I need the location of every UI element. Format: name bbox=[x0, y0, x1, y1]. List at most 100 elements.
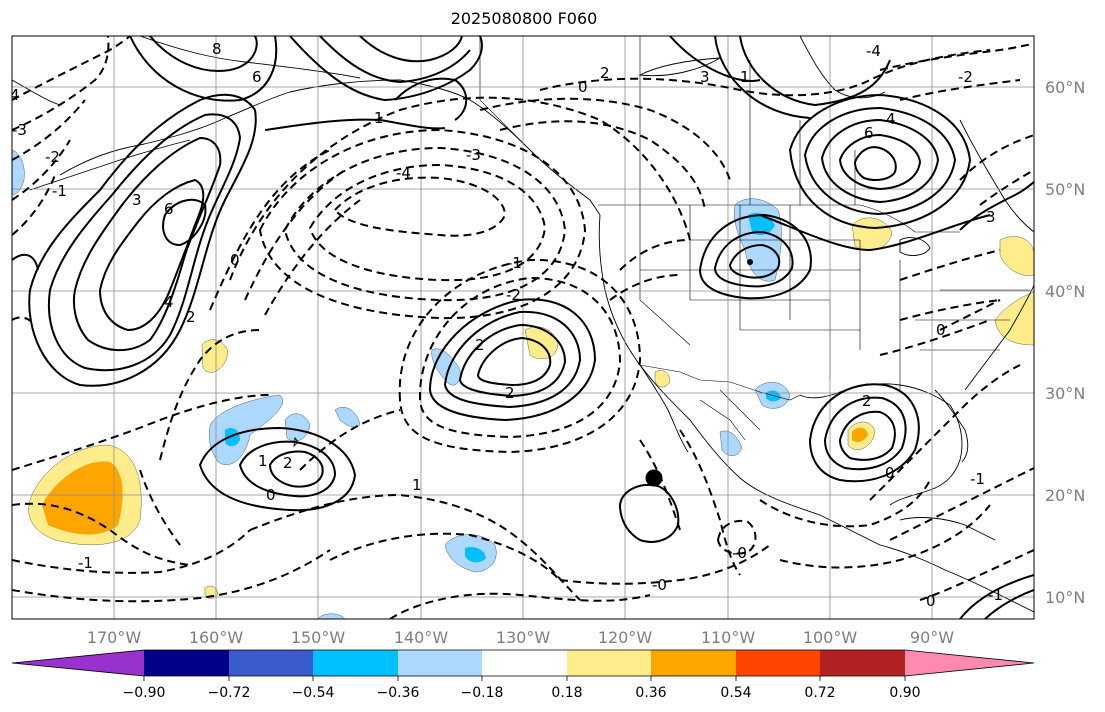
colorbar-segment bbox=[567, 650, 651, 676]
storm-center-marker bbox=[645, 469, 663, 487]
contour-label: -1 bbox=[78, 554, 93, 572]
contour-neg-ring-ca bbox=[398, 258, 642, 454]
contour-label: 1 bbox=[412, 476, 422, 494]
contour-label: -4 bbox=[396, 164, 411, 182]
contour-pos-north-hudson bbox=[739, 36, 891, 107]
contour-neg-mexico-ring bbox=[716, 520, 757, 555]
colorbar-tick: −0.18 bbox=[461, 685, 504, 701]
contour-label: 3 bbox=[986, 208, 996, 226]
colorbar-segment bbox=[313, 650, 398, 676]
contour-neg-east-1 bbox=[959, 134, 1034, 181]
contour-neg-pac-mid-2 bbox=[299, 409, 401, 471]
contour-pos-high-ca-4 bbox=[476, 336, 552, 387]
colorbar-segment bbox=[482, 650, 567, 676]
colorbar-tick: 0.72 bbox=[804, 685, 835, 701]
lat-label: 30°N bbox=[1045, 384, 1085, 403]
lon-label: 90°W bbox=[910, 628, 954, 647]
contour-label: 4 bbox=[886, 110, 896, 128]
contour-neg-north-5 bbox=[899, 79, 1021, 101]
contour-neg-gulf-alaska-4 bbox=[333, 176, 507, 237]
contour-label: -4 bbox=[866, 42, 881, 60]
border-states-3 bbox=[915, 289, 1030, 351]
contour-pos-hudson-1 bbox=[788, 93, 972, 230]
shade-negative-hawaii-core bbox=[225, 428, 240, 447]
colorbar-segment bbox=[398, 650, 482, 676]
contour-pos-high-ca-3 bbox=[458, 323, 567, 398]
contour-labels: 8 6 4 3 2 1 0 -1 -2 -3 -4 6 4 2 2 2 1 0 … bbox=[12, 40, 1003, 610]
lon-label: 140°W bbox=[394, 628, 449, 647]
contour-pos-hudson-3 bbox=[820, 118, 940, 204]
contour-pos-rockies-low-2 bbox=[713, 230, 794, 288]
contour-label: 3 bbox=[132, 191, 142, 209]
contour-neg-north-2 bbox=[479, 97, 731, 181]
coast-baja bbox=[639, 364, 689, 453]
contour-neg-caribbean-2 bbox=[889, 467, 1034, 541]
contour-pos-kam bbox=[264, 118, 446, 131]
contour-pos-alaska-8 bbox=[149, 36, 258, 72]
shaded-anomalies bbox=[12, 149, 1034, 619]
contour-neg-arc-1 bbox=[229, 96, 691, 281]
contour-neg-ring-ca-2 bbox=[418, 276, 622, 439]
contour-neg-west-small bbox=[12, 316, 35, 326]
contour-pos-west-1 bbox=[28, 93, 257, 387]
contour-neg-west-alaska-4 bbox=[12, 139, 71, 201]
shade-positive-gulf-core bbox=[852, 427, 868, 442]
coast-gulf-of-mexico bbox=[799, 383, 963, 506]
contour-pos-hawaii-3 bbox=[268, 450, 324, 488]
contour-label: -0 bbox=[652, 576, 667, 594]
contour-label: 6 bbox=[252, 68, 262, 86]
shade-negative-hawaii3 bbox=[334, 406, 361, 428]
contour-pos-high-ca-1 bbox=[428, 298, 597, 422]
shade-positive-baja bbox=[654, 370, 671, 388]
contour-neg-caribbean-1 bbox=[869, 364, 1021, 501]
shade-positive-160w bbox=[201, 339, 229, 373]
contour-neg-ne-1 bbox=[939, 299, 1001, 331]
contour-label: -1 bbox=[52, 182, 67, 200]
contour-neg-mexico-3 bbox=[759, 479, 931, 528]
lat-label: 40°N bbox=[1045, 282, 1085, 301]
contour-pos-north-hudson-2 bbox=[714, 36, 811, 119]
contour-label: 0 bbox=[885, 464, 895, 482]
contour-label: -1 bbox=[970, 470, 985, 488]
contour-neg-west-alaska-2 bbox=[12, 36, 110, 131]
shade-negative-hawaii2 bbox=[284, 413, 311, 442]
contour-pos-west-4 bbox=[98, 178, 205, 332]
colorbar-segment bbox=[736, 650, 820, 676]
contour-neg-sw-2 bbox=[12, 502, 191, 566]
contour-neg-south-4 bbox=[559, 544, 771, 585]
contour-label: 2 bbox=[505, 384, 515, 402]
contour-neg-north-3 bbox=[499, 120, 706, 211]
contour-neg-gulf-alaska-2 bbox=[283, 146, 567, 302]
contour-label: 4 bbox=[164, 293, 174, 311]
coast-great-lakes bbox=[899, 237, 931, 256]
border-us-mexico bbox=[639, 364, 801, 401]
border-mexico-states bbox=[699, 389, 761, 441]
lon-label: 110°W bbox=[701, 628, 756, 647]
contour-label: -2 bbox=[506, 286, 521, 304]
contour-neg-south-1 bbox=[249, 493, 581, 601]
contour-pos-caribbean bbox=[959, 574, 1034, 619]
contour-pos-hudson-4 bbox=[838, 133, 922, 191]
coast-siberia bbox=[12, 79, 61, 106]
colorbar-tick-marks bbox=[143, 676, 906, 681]
colorbar-tick: 0.54 bbox=[720, 685, 751, 701]
contour-neg-north-4 bbox=[879, 43, 1034, 71]
colorbar-segment bbox=[820, 650, 905, 676]
colorbar-segments bbox=[12, 650, 1034, 676]
lat-label: 20°N bbox=[1045, 486, 1085, 505]
coast-aleutians bbox=[29, 139, 191, 191]
contour-label: 2 bbox=[600, 64, 610, 82]
contour-pos-gulf-1 bbox=[808, 383, 920, 483]
contour-pos-west-2 bbox=[48, 113, 242, 372]
colorbar-segment bbox=[144, 650, 229, 676]
contour-neg-west-alaska-5 bbox=[12, 174, 56, 236]
contour-label: -2 bbox=[958, 68, 973, 86]
contour-neg-caribbean-3 bbox=[919, 549, 1034, 601]
coast-north-america-west bbox=[598, 214, 1034, 613]
contour-neg-sw-1 bbox=[12, 394, 271, 471]
contour-label: -1 bbox=[507, 254, 522, 272]
contour-pos-rockies-low-1 bbox=[698, 213, 812, 300]
colorbar-tick: 0.18 bbox=[551, 685, 582, 701]
contour-label: 6 bbox=[164, 200, 174, 218]
coast-east bbox=[964, 284, 1034, 391]
